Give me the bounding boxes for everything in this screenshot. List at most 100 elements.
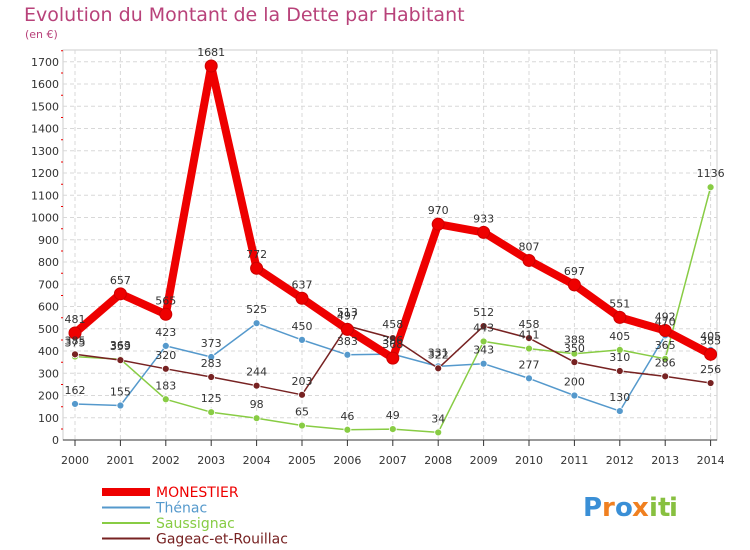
data-point — [116, 401, 125, 410]
x-tick-label: 2003 — [197, 454, 225, 467]
data-point — [567, 278, 581, 292]
data-point — [71, 400, 79, 408]
data-point — [298, 335, 306, 344]
legend-label: Saussignac — [156, 516, 235, 532]
data-label: 405 — [700, 330, 721, 343]
data-point — [658, 324, 672, 338]
y-tick-label: 600 — [38, 301, 59, 314]
data-point — [570, 391, 579, 400]
y-tick-label: 400 — [38, 345, 59, 358]
data-label: 310 — [609, 351, 630, 364]
data-label: 807 — [519, 240, 540, 253]
data-label: 286 — [655, 356, 676, 369]
x-tick-label: 2000 — [61, 454, 89, 467]
data-label: 34 — [431, 412, 445, 425]
data-label: 65 — [295, 406, 309, 419]
y-tick-label: 1400 — [31, 123, 59, 136]
y-tick-label: 1000 — [31, 212, 59, 225]
data-point — [386, 351, 400, 365]
data-point — [431, 217, 445, 231]
y-tick-label: 1700 — [31, 56, 59, 69]
data-label: 385 — [65, 334, 86, 347]
data-label: 933 — [473, 212, 494, 225]
data-point — [207, 408, 216, 417]
data-point — [252, 381, 261, 390]
y-tick-label: 500 — [38, 323, 59, 336]
logo-letter: o — [615, 493, 633, 523]
data-point — [434, 428, 443, 437]
data-label: 385 — [700, 334, 721, 347]
data-label: 512 — [473, 306, 494, 319]
data-point — [434, 364, 443, 373]
data-label: 1136 — [697, 167, 725, 180]
data-point — [525, 344, 533, 353]
x-tick-label: 2004 — [243, 454, 271, 467]
data-label: 277 — [519, 358, 540, 371]
logo-letter: P — [583, 493, 602, 523]
data-point — [159, 307, 173, 321]
data-point — [161, 341, 170, 350]
x-tick-label: 2005 — [288, 454, 316, 467]
data-label: 322 — [428, 348, 449, 361]
y-tick-label: 1500 — [31, 100, 59, 113]
y-tick-label: 300 — [38, 367, 59, 380]
data-label: 492 — [655, 311, 676, 324]
legend-label: Thénac — [155, 501, 207, 517]
data-point — [613, 310, 627, 324]
data-label: 637 — [292, 278, 313, 291]
data-label: 450 — [292, 320, 313, 333]
data-label: 405 — [609, 330, 630, 343]
legend-label: Gageac-et-Rouillac — [156, 532, 288, 548]
data-point — [298, 390, 306, 399]
data-label: 46 — [340, 410, 354, 423]
data-point — [479, 322, 488, 330]
data-label: 359 — [110, 340, 131, 353]
data-point — [161, 395, 170, 404]
logo-letter: i — [669, 493, 678, 523]
data-point — [298, 421, 306, 430]
data-point — [207, 373, 216, 381]
data-label: 162 — [65, 384, 86, 397]
logo-letter: x — [632, 493, 649, 523]
data-point — [525, 374, 533, 383]
data-point — [113, 287, 127, 301]
data-point — [522, 253, 536, 267]
data-point — [68, 326, 82, 340]
data-point — [116, 356, 125, 365]
data-point — [704, 347, 718, 361]
x-tick-label: 2012 — [606, 454, 634, 467]
data-point — [340, 322, 354, 336]
data-point — [71, 350, 79, 359]
data-label: 203 — [292, 375, 313, 388]
y-tick-label: 1600 — [31, 78, 59, 91]
data-point — [204, 59, 218, 73]
data-point — [525, 334, 533, 342]
data-point — [388, 425, 397, 433]
axes-layer: 0 100 200 300 400 500 600 700 800 900 1000 1100 1200… — [31, 50, 725, 467]
x-tick-label: 2010 — [515, 454, 543, 467]
data-label: 386 — [382, 334, 403, 347]
data-point — [706, 379, 715, 387]
x-tick-label: 2011 — [560, 454, 588, 467]
data-point — [570, 358, 579, 367]
data-label: 256 — [700, 363, 721, 376]
chart-title: Evolution du Montant de la Dette par Hab… — [24, 4, 465, 26]
y-tick-label: 100 — [38, 412, 59, 425]
data-label: 363 — [110, 339, 131, 352]
data-label: 368 — [382, 338, 403, 351]
x-tick-label: 2014 — [697, 454, 725, 467]
series-layer — [68, 59, 718, 437]
x-tick-label: 2006 — [333, 454, 361, 467]
data-label: 470 — [655, 315, 676, 328]
data-label: 331 — [428, 346, 449, 359]
data-label: 1681 — [197, 46, 225, 59]
logo-letter: i — [649, 493, 658, 523]
data-label: 49 — [386, 409, 400, 422]
legend-label: MONESTIER — [156, 485, 239, 501]
data-label: 458 — [519, 318, 540, 331]
data-point — [615, 367, 624, 375]
data-label: 244 — [246, 366, 267, 379]
